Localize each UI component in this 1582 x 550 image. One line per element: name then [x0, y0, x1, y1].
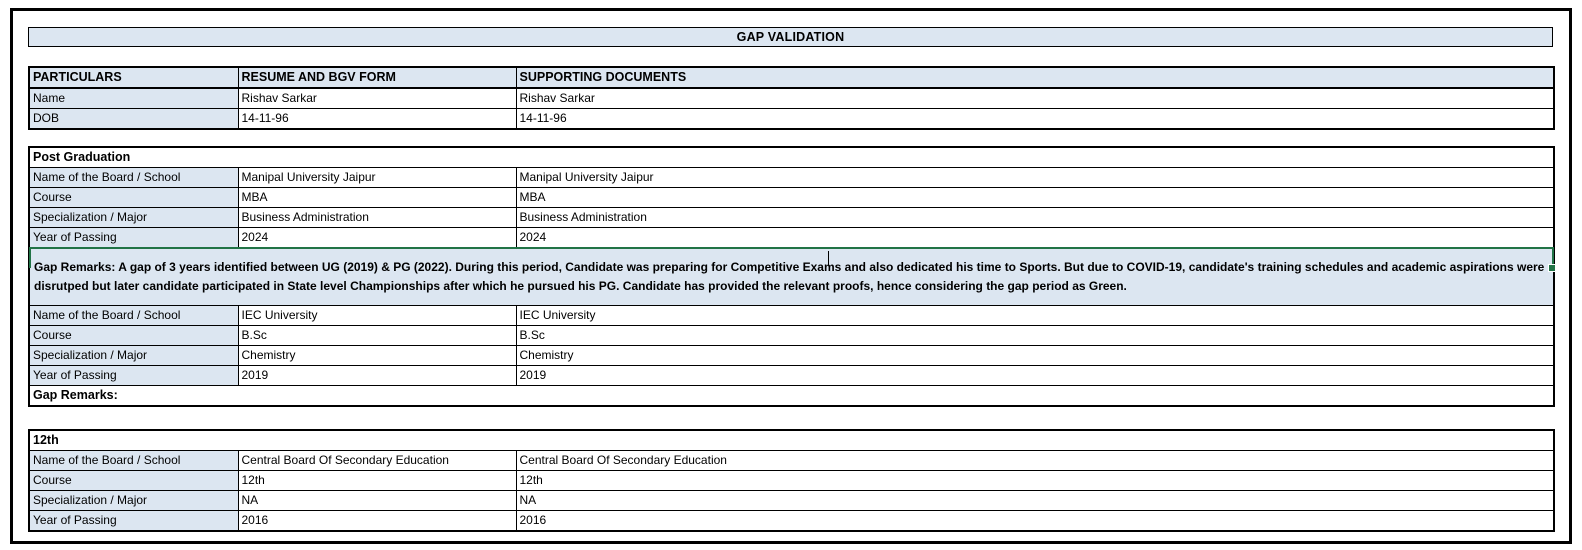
cell-ug-board-supporting[interactable]: IEC University — [515, 305, 1555, 326]
table-row: Specialization / Major Business Administ… — [28, 207, 1555, 228]
cell-ug-specialization-resume[interactable]: Chemistry — [237, 345, 517, 366]
table-row: Specialization / Major Chemistry Chemist… — [28, 345, 1555, 366]
cell-12th-specialization-supporting[interactable]: NA — [515, 490, 1555, 511]
cell-dob-label[interactable]: DOB — [28, 108, 239, 130]
cell-name-supporting[interactable]: Rishav Sarkar — [515, 87, 1555, 109]
cell-12th-year-supporting[interactable]: 2016 — [515, 510, 1555, 532]
cell-ug-year-label[interactable]: Year of Passing — [28, 365, 239, 386]
table-row: Year of Passing 2024 2024 — [28, 227, 1555, 248]
section-header-row: 12th — [28, 429, 1555, 451]
cell-pg-specialization-resume[interactable]: Business Administration — [237, 207, 517, 228]
table-row: Specialization / Major NA NA — [28, 490, 1555, 511]
cell-ug-year-resume[interactable]: 2019 — [237, 365, 517, 386]
cell-dob-supporting[interactable]: 14-11-96 — [515, 108, 1555, 130]
cell-ug-course-label[interactable]: Course — [28, 325, 239, 346]
cell-dob-resume[interactable]: 14-11-96 — [237, 108, 517, 130]
cell-12th-board-resume[interactable]: Central Board Of Secondary Education — [237, 450, 517, 471]
cell-pg-course-supporting[interactable]: MBA — [515, 187, 1555, 208]
fill-handle-icon[interactable] — [1548, 264, 1556, 272]
table-row: Name of the Board / School IEC Universit… — [28, 305, 1555, 326]
cell-ug-course-supporting[interactable]: B.Sc — [515, 325, 1555, 346]
gap-remarks-row: Gap Remarks: A gap of 3 years identified… — [28, 247, 1556, 306]
cell-pg-board-resume[interactable]: Manipal University Jaipur — [237, 167, 517, 188]
gap-remarks-empty-row: Gap Remarks: — [28, 385, 1555, 407]
cell-name-resume[interactable]: Rishav Sarkar — [237, 87, 517, 109]
table-row: Course 12th 12th — [28, 470, 1555, 491]
cell-pg-specialization-label[interactable]: Specialization / Major — [28, 207, 239, 228]
cell-pg-year-label[interactable]: Year of Passing — [28, 227, 239, 248]
cell-12th-specialization-resume[interactable]: NA — [237, 490, 517, 511]
table-row: Name of the Board / School Central Board… — [28, 450, 1555, 471]
cell-pg-board-label[interactable]: Name of the Board / School — [28, 167, 239, 188]
section-heading-twelfth[interactable]: 12th — [28, 429, 1555, 451]
cell-ug-year-supporting[interactable]: 2019 — [515, 365, 1555, 386]
cell-12th-year-label[interactable]: Year of Passing — [28, 510, 239, 532]
section-header-row: Post Graduation — [28, 146, 1555, 168]
cell-pg-course-label[interactable]: Course — [28, 187, 239, 208]
cell-pg-year-supporting[interactable]: 2024 — [515, 227, 1555, 248]
cell-name-label[interactable]: Name — [28, 87, 239, 109]
column-header-resume[interactable]: RESUME AND BGV FORM — [237, 66, 517, 89]
column-header-supporting[interactable]: SUPPORTING DOCUMENTS — [515, 66, 1555, 89]
cell-12th-specialization-label[interactable]: Specialization / Major — [28, 490, 239, 511]
cell-pg-board-supporting[interactable]: Manipal University Jaipur — [515, 167, 1555, 188]
table-row: Course B.Sc B.Sc — [28, 325, 1555, 346]
text-cursor — [828, 251, 829, 265]
table-row: DOB 14-11-96 14-11-96 — [28, 108, 1555, 130]
table-row: Course MBA MBA — [28, 187, 1555, 208]
cell-12th-board-supporting[interactable]: Central Board Of Secondary Education — [515, 450, 1555, 471]
table-row: Name Rishav Sarkar Rishav Sarkar — [28, 87, 1555, 109]
column-header-particulars[interactable]: PARTICULARS — [28, 66, 239, 89]
cell-12th-year-resume[interactable]: 2016 — [237, 510, 517, 532]
cell-12th-board-label[interactable]: Name of the Board / School — [28, 450, 239, 471]
pg-gap-remarks-text: Gap Remarks: A gap of 3 years identified… — [34, 259, 1545, 293]
post-graduation-table: Post Graduation Name of the Board / Scho… — [28, 146, 1556, 407]
page-title: GAP VALIDATION — [28, 27, 1553, 47]
table-row: Year of Passing 2019 2019 — [28, 365, 1555, 386]
cell-ug-board-label[interactable]: Name of the Board / School — [28, 305, 239, 326]
cell-ug-course-resume[interactable]: B.Sc — [237, 325, 517, 346]
twelfth-table: 12th Name of the Board / School Central … — [28, 429, 1555, 532]
cell-ug-board-resume[interactable]: IEC University — [237, 305, 517, 326]
cell-pg-course-resume[interactable]: MBA — [237, 187, 517, 208]
cell-pg-specialization-supporting[interactable]: Business Administration — [515, 207, 1555, 228]
identity-table: PARTICULARS RESUME AND BGV FORM SUPPORTI… — [28, 66, 1555, 130]
cell-12th-course-resume[interactable]: 12th — [237, 470, 517, 491]
cell-ug-specialization-label[interactable]: Specialization / Major — [28, 345, 239, 366]
cell-pg-year-resume[interactable]: 2024 — [237, 227, 517, 248]
ug-gap-remarks-label[interactable]: Gap Remarks: — [28, 385, 1555, 407]
table-row: Name of the Board / School Manipal Unive… — [28, 167, 1555, 188]
cell-12th-course-supporting[interactable]: 12th — [515, 470, 1555, 491]
section-heading-post-graduation[interactable]: Post Graduation — [28, 146, 1555, 168]
pg-gap-remarks-cell[interactable]: Gap Remarks: A gap of 3 years identified… — [28, 247, 1556, 306]
table-header-row: PARTICULARS RESUME AND BGV FORM SUPPORTI… — [28, 66, 1555, 89]
cell-12th-course-label[interactable]: Course — [28, 470, 239, 491]
cell-ug-specialization-supporting[interactable]: Chemistry — [515, 345, 1555, 366]
table-row: Year of Passing 2016 2016 — [28, 510, 1555, 532]
